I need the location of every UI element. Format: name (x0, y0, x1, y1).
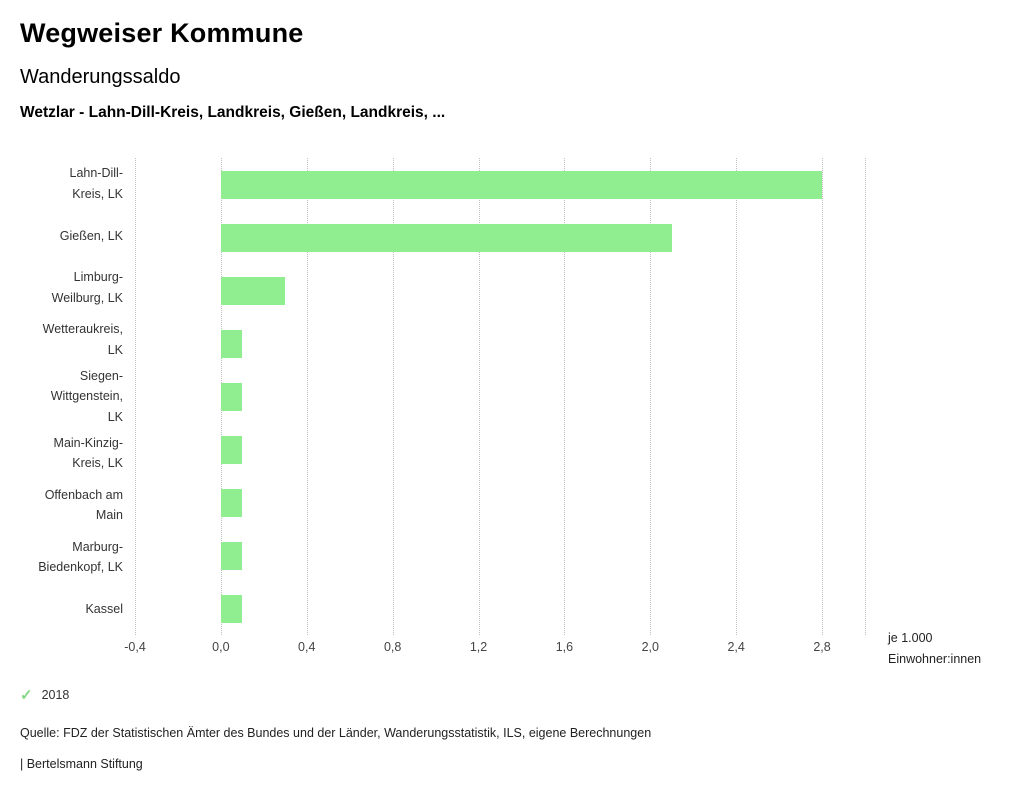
x-tick-label: 2,4 (727, 640, 745, 654)
check-icon[interactable]: ✓ (20, 687, 33, 704)
gridline (306, 158, 308, 635)
category-label: Kassel (85, 601, 123, 616)
bar-row (135, 529, 865, 582)
axis-unit-label: je 1.000 Einwohner:innen (888, 628, 981, 670)
bar[interactable] (220, 488, 243, 517)
bar-rows (135, 158, 865, 635)
x-tick-label: 0,0 (212, 640, 230, 654)
category-label: Marburg- Biedenkopf, LK (38, 539, 123, 575)
bar[interactable] (220, 170, 823, 199)
gridline (564, 158, 566, 635)
bar-row (135, 476, 865, 529)
gridline (650, 158, 652, 635)
x-tick-label: 0,8 (383, 640, 402, 654)
chart-title: Wetzlar - Lahn-Dill-Kreis, Landkreis, Gi… (20, 104, 446, 121)
bar-row (135, 158, 865, 211)
bar-row (135, 582, 865, 635)
bar[interactable] (220, 541, 243, 570)
gridline (822, 158, 824, 635)
category-labels: Lahn-Dill- Kreis, LK Gießen, LK Limburg- W… (0, 158, 135, 635)
category-label: Lahn-Dill- Kreis, LK (69, 166, 124, 201)
bar[interactable] (220, 276, 286, 305)
gridline (478, 158, 480, 635)
axis-unit-line-2: Einwohner:innen (888, 652, 982, 666)
x-tick-label: -0,4 (124, 640, 146, 654)
gridline (865, 158, 866, 635)
x-axis: -0,4 0,0 0,4 0,8 1,2 1,6 2,0 2,4 2,8 (124, 640, 865, 658)
x-tick-label: 2,8 (813, 640, 831, 654)
legend: ✓ 2018 (20, 686, 69, 704)
bar[interactable] (220, 329, 243, 358)
bar[interactable] (220, 382, 243, 411)
app-title: Wegweiser Kommune (20, 18, 304, 48)
x-tick-label: 1,2 (469, 640, 488, 654)
category-label: Main-Kinzig- Kreis, LK (53, 435, 123, 471)
source-text: Quelle: FDZ der Statistischen Ämter des … (20, 726, 652, 740)
branding-text: | Bertelsmann Stiftung (20, 757, 143, 771)
bar-chart: Lahn-Dill- Kreis, LK Gießen, LK Limburg- W… (0, 158, 866, 658)
gridline (392, 158, 394, 635)
bar-row (135, 370, 865, 423)
bar-row (135, 211, 865, 264)
category-label: Wetteraukreis, LK (42, 322, 123, 357)
category-label: Siegen- Wittgenstein, LK (50, 368, 123, 424)
legend-year-label: 2018 (41, 688, 70, 702)
bar-row (135, 423, 865, 476)
bar[interactable] (220, 223, 672, 252)
bar[interactable] (220, 594, 243, 623)
category-label: Offenbach am Main (44, 487, 123, 523)
x-tick-label: 0,4 (298, 640, 316, 654)
bar-row (135, 317, 865, 370)
bar-row (135, 264, 865, 317)
category-label: Limburg- Weilburg, LK (51, 270, 123, 305)
plot-area (135, 158, 866, 635)
x-tick-label: 1,6 (555, 640, 574, 654)
x-tick-label: 2,0 (641, 640, 659, 654)
bar[interactable] (220, 435, 243, 464)
gridline (736, 158, 738, 635)
category-label: Gießen, LK (59, 228, 123, 243)
axis-unit-line-1: je 1.000 (888, 631, 933, 645)
indicator-subtitle: Wanderungssaldo (20, 66, 181, 88)
gridline (135, 158, 136, 635)
